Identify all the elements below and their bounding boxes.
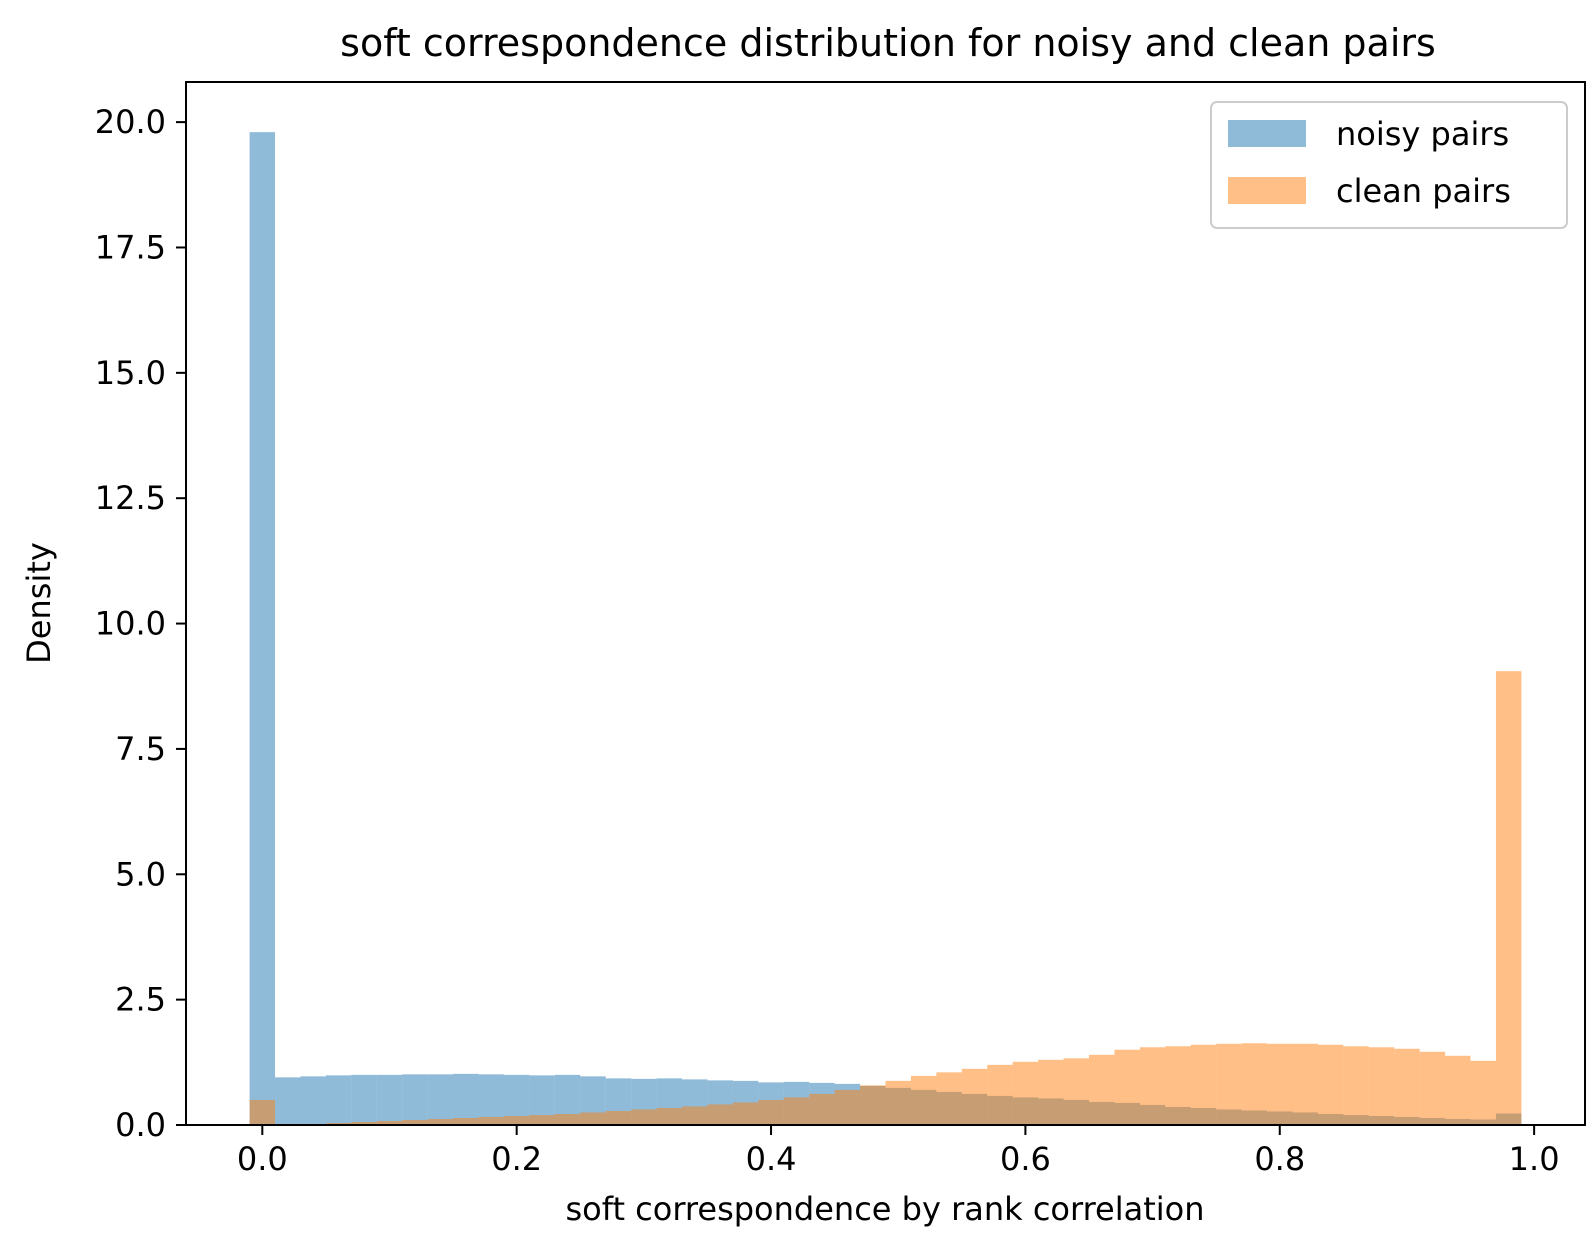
x-tick-label: 1.0: [1509, 1140, 1560, 1178]
clean-bar: [1495, 671, 1522, 1125]
clean-bar: [351, 1121, 377, 1125]
clean-bar: [1114, 1049, 1140, 1125]
noisy-bar: [478, 1074, 504, 1125]
noisy-bar: [376, 1074, 403, 1125]
clean-bar: [809, 1093, 835, 1125]
x-axis-label: soft correspondence by rank correlation: [565, 1190, 1204, 1228]
clean-bar: [910, 1075, 937, 1125]
x-tick-label: 0.0: [237, 1140, 288, 1178]
clean-bar: [961, 1068, 988, 1125]
clean-bar: [1419, 1051, 1446, 1125]
noisy-bar: [325, 1075, 352, 1125]
y-tick-label: 12.5: [95, 479, 166, 517]
clean-bar: [1292, 1043, 1318, 1125]
noisy-bar: [453, 1073, 479, 1125]
clean-bar: [453, 1117, 479, 1125]
noisy-bar: [402, 1074, 428, 1125]
x-tick-label: 0.6: [1000, 1140, 1051, 1178]
clean-bar: [1012, 1061, 1039, 1125]
x-tick-label: 0.8: [1254, 1140, 1305, 1178]
y-tick-label: 17.5: [95, 228, 166, 266]
x-axis: 0.0 0.2 0.4 0.6 0.8 1.0: [237, 1125, 1560, 1178]
clean-bar: [427, 1118, 454, 1125]
clean-bar: [249, 1099, 276, 1125]
clean-bar: [936, 1072, 962, 1125]
clean-bar: [1267, 1043, 1293, 1125]
clean-bar: [1165, 1046, 1191, 1125]
clean-bar: [1470, 1060, 1496, 1125]
y-tick-label: 20.0: [95, 103, 166, 141]
noisy-bar: [351, 1074, 377, 1125]
clean-bar: [707, 1104, 733, 1125]
y-tick-label: 2.5: [115, 981, 166, 1019]
noisy-bar: [427, 1074, 454, 1125]
legend-swatch-clean-pairs: [1228, 177, 1306, 204]
clean-bar: [478, 1116, 504, 1125]
x-tick-label: 0.4: [746, 1140, 797, 1178]
clean-bar: [1343, 1046, 1369, 1125]
clean-bar: [1317, 1044, 1344, 1125]
chart-title: soft correspondence distribution for noi…: [340, 21, 1436, 65]
clean-bar: [1063, 1058, 1089, 1125]
clean-bar: [605, 1110, 632, 1125]
clean-bar: [682, 1106, 708, 1125]
clean-bar: [732, 1102, 759, 1125]
clean-bar: [834, 1089, 861, 1125]
clean-bar: [1088, 1054, 1115, 1125]
legend: noisy pairs clean pairs: [1210, 101, 1568, 229]
clean-bar: [758, 1099, 784, 1125]
clean-bar: [580, 1112, 606, 1125]
clean-bar: [402, 1119, 428, 1125]
clean-bar: [325, 1122, 352, 1125]
clean-bar: [1394, 1048, 1420, 1125]
plot-area: [249, 132, 1522, 1125]
clean-bar: [1038, 1059, 1064, 1125]
y-tick-label: 7.5: [115, 730, 166, 768]
clean-bar: [987, 1064, 1013, 1125]
clean-bar: [783, 1097, 810, 1125]
y-axis-label: Density: [20, 542, 58, 664]
clean-bar: [554, 1113, 581, 1125]
clean-bar: [1216, 1043, 1242, 1125]
series-clean-pairs: [249, 671, 1522, 1125]
y-axis: 0.0 2.5 5.0 7.5 10.0 12.5 15.0 17.5 20.0: [95, 103, 186, 1144]
legend-label-noisy-pairs: noisy pairs: [1336, 115, 1509, 153]
clean-bar: [631, 1109, 657, 1125]
clean-bar: [1241, 1043, 1268, 1125]
clean-bar: [503, 1115, 530, 1125]
y-tick-label: 10.0: [95, 605, 166, 643]
clean-bar: [656, 1107, 683, 1125]
y-tick-label: 0.0: [115, 1106, 166, 1144]
plot-frame: [185, 81, 1586, 1126]
clean-bar: [860, 1085, 886, 1125]
noisy-bar: [300, 1076, 326, 1125]
noisy-bar: [275, 1077, 301, 1125]
y-tick-label: 5.0: [115, 855, 166, 893]
clean-bar: [529, 1114, 555, 1125]
noisy-bar: [249, 132, 276, 1125]
clean-bar: [1139, 1047, 1166, 1125]
clean-bar: [1190, 1044, 1217, 1125]
x-tick-label: 0.2: [491, 1140, 542, 1178]
clean-bar: [1445, 1055, 1471, 1125]
clean-bar: [885, 1080, 911, 1125]
clean-bar: [1368, 1047, 1395, 1125]
y-tick-label: 15.0: [95, 354, 166, 392]
legend-swatch-noisy-pairs: [1228, 120, 1306, 147]
clean-bar: [376, 1120, 403, 1125]
legend-label-clean-pairs: clean pairs: [1336, 172, 1511, 210]
